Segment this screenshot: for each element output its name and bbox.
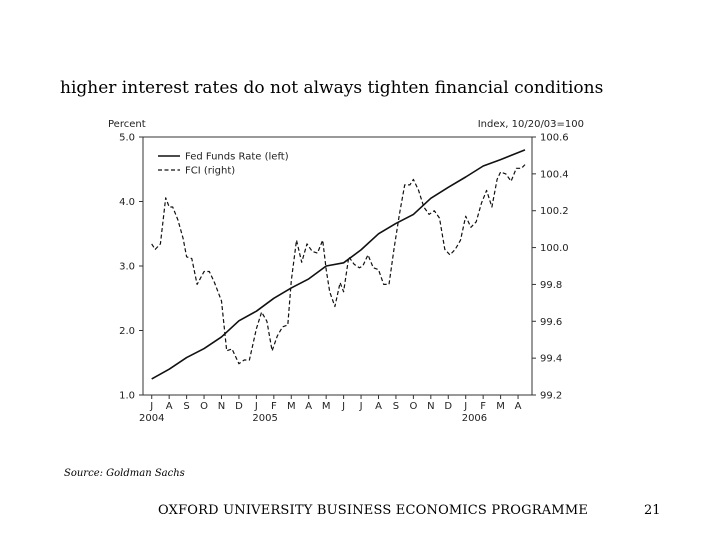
right-axis-tick-label: 99.4 bbox=[540, 354, 562, 365]
right-axis-tick-label: 99.8 bbox=[540, 280, 562, 291]
legend-label: Fed Funds Rate (left) bbox=[185, 152, 289, 163]
legend-label: FCI (right) bbox=[185, 166, 235, 177]
right-axis-tick-label: 100.4 bbox=[540, 169, 569, 180]
footer-text: OXFORD UNIVERSITY BUSINESS ECONOMICS PRO… bbox=[158, 503, 589, 518]
x-axis-month-label: S bbox=[393, 401, 399, 412]
right-axis-title: Index, 10/20/03=100 bbox=[478, 119, 584, 130]
left-axis-tick-label: 1.0 bbox=[119, 391, 135, 402]
chart-canvas: Percent Index, 10/20/03=100 1.0 2.0 3.0 4.0 5.… bbox=[100, 110, 590, 432]
x-axis-year-label: 2006 bbox=[462, 413, 487, 424]
x-axis-month-label: A bbox=[166, 401, 173, 412]
right-axis-tick-label: 100.0 bbox=[540, 243, 569, 254]
x-axis-month-label: D bbox=[444, 401, 452, 412]
x-axis-month-label: A bbox=[375, 401, 382, 412]
x-axis-month-label: J bbox=[341, 401, 345, 412]
right-axis-tick-label: 100.2 bbox=[540, 206, 569, 217]
left-axis-tick-label: 3.0 bbox=[119, 262, 135, 273]
source-note: Source: Goldman Sachs bbox=[64, 468, 185, 479]
x-axis-month-label: J bbox=[149, 401, 153, 412]
fed-funds-rate-line bbox=[151, 149, 526, 380]
x-axis-month-label: A bbox=[305, 401, 312, 412]
x-axis-month-label: O bbox=[200, 401, 208, 412]
right-axis-tick-label: 99.6 bbox=[540, 317, 562, 328]
x-axis-month-label: J bbox=[463, 401, 467, 412]
x-axis-month-label: J bbox=[254, 401, 258, 412]
x-axis-year-label: 2004 bbox=[139, 413, 164, 424]
left-axis-tick-label: 4.0 bbox=[119, 197, 135, 208]
x-axis-month-label: A bbox=[515, 401, 522, 412]
x-axis-month-label: F bbox=[480, 401, 486, 412]
chart: Percent Index, 10/20/03=100 1.0 2.0 3.0 4.0 5.… bbox=[100, 110, 590, 432]
x-axis-month-label: D bbox=[235, 401, 243, 412]
fci-line bbox=[151, 164, 526, 365]
x-axis-month-label: O bbox=[409, 401, 417, 412]
x-axis-month-label: N bbox=[218, 401, 225, 412]
right-axis-tick-label: 100.6 bbox=[540, 133, 569, 144]
chart-background bbox=[100, 110, 590, 432]
x-axis-month-label: J bbox=[359, 401, 363, 412]
slide-title: higher interest rates do not always tigh… bbox=[60, 78, 604, 98]
x-axis-month-label: M bbox=[496, 401, 505, 412]
x-axis-month-label: F bbox=[271, 401, 277, 412]
x-axis-year-label: 2005 bbox=[252, 413, 277, 424]
left-axis-title: Percent bbox=[108, 119, 146, 130]
left-axis-tick-label: 5.0 bbox=[119, 133, 135, 144]
left-axis-tick-label: 2.0 bbox=[119, 326, 135, 337]
page-number: 21 bbox=[644, 503, 661, 518]
x-axis-month-label: S bbox=[183, 401, 189, 412]
x-axis-month-label: M bbox=[287, 401, 296, 412]
x-axis-month-label: N bbox=[427, 401, 434, 412]
x-axis-month-label: M bbox=[322, 401, 331, 412]
right-axis-tick-label: 99.2 bbox=[540, 391, 562, 402]
